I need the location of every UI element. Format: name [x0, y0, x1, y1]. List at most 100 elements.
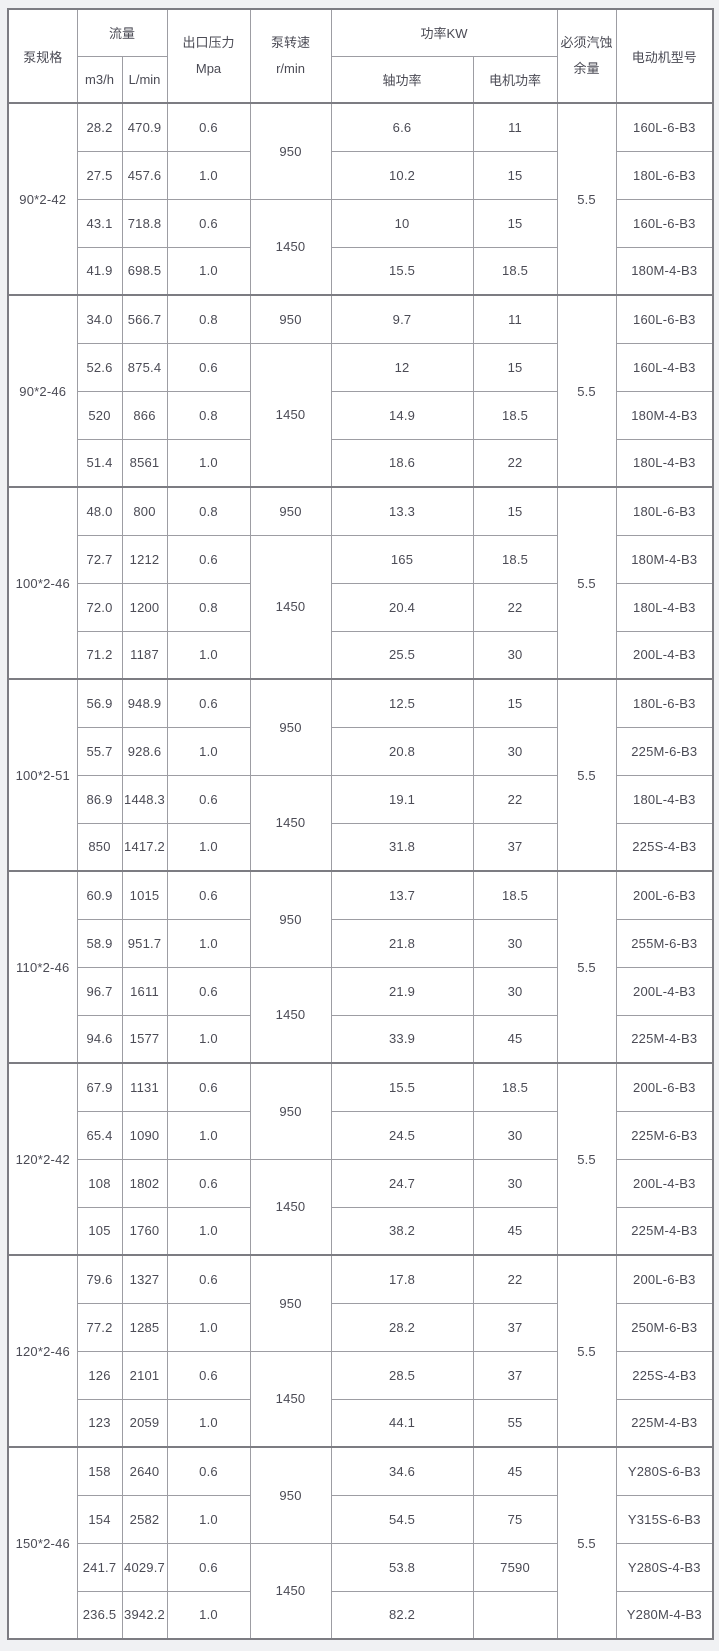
flow-m3h-cell: 55.7: [76, 726, 123, 776]
flow-m3h-cell: 96.7: [76, 966, 123, 1016]
shaft-power-cell: 19.1: [330, 774, 474, 824]
flow-m3h-cell: 236.5: [76, 1590, 123, 1640]
motor-model-cell: 200L-6-B3: [615, 1254, 714, 1304]
flow-m3h-cell: 77.2: [76, 1302, 123, 1352]
motor-model-cell: 180L-4-B3: [615, 582, 714, 632]
motor-power-cell: 30: [472, 630, 558, 680]
flow-lmin-cell: 3942.2: [121, 1590, 168, 1640]
spec-row: 51.4 8561 1.0 18.6 22 180L-4-B3: [8, 438, 714, 488]
outlet-pressure-cell: 0.6: [166, 966, 251, 1016]
flow-lmin-cell: 1090: [121, 1110, 168, 1160]
outlet-pressure-cell: 0.8: [166, 486, 251, 536]
outlet-pressure-cell: 0.6: [166, 870, 251, 920]
flow-lmin-cell: 928.6: [121, 726, 168, 776]
flow-m3h-cell: 126: [76, 1350, 123, 1400]
flow-m3h-cell: 60.9: [76, 870, 123, 920]
outlet-pressure-cell: 1.0: [166, 1014, 251, 1064]
flow-lmin-cell: 698.5: [121, 246, 168, 296]
motor-power-cell: 15: [472, 486, 558, 536]
spec-row: 41.9 698.5 1.0 15.5 18.5 180M-4-B3: [8, 246, 714, 296]
motor-power-cell: 30: [472, 918, 558, 968]
pump-spec-cell: 150*2-46: [7, 1446, 78, 1640]
flow-m3h-cell: 48.0: [76, 486, 123, 536]
shaft-power-cell: 15.5: [330, 246, 474, 296]
spec-row: 96.7 1611 0.6 1450 21.9 30 200L-4-B3: [8, 966, 714, 1064]
flow-m3h-cell: 105: [76, 1206, 123, 1256]
flow-m3h-cell: 28.2: [76, 102, 123, 152]
outlet-pressure-cell: 1.0: [166, 1110, 251, 1160]
flow-lmin-cell: 1187: [121, 630, 168, 680]
shaft-power-cell: 38.2: [330, 1206, 474, 1256]
motor-model-cell: 160L-6-B3: [615, 294, 714, 344]
shaft-power-cell: 25.5: [330, 630, 474, 680]
outlet-pressure-cell: 0.6: [166, 774, 251, 824]
shaft-power-cell: 33.9: [330, 1014, 474, 1064]
motor-power-cell: 22: [472, 582, 558, 632]
flow-m3h-cell: 520: [76, 390, 123, 440]
motor-model-cell: 180L-6-B3: [615, 678, 714, 728]
pump-spec-cell: 100*2-51: [7, 678, 78, 872]
flow-m3h-cell: 241.7: [76, 1542, 123, 1592]
shaft-power-cell: 44.1: [330, 1398, 474, 1448]
outlet-pressure-cell: 0.6: [166, 534, 251, 584]
motor-model-cell: 255M-6-B3: [615, 918, 714, 968]
pump-spec-cell: 110*2-46: [7, 870, 78, 1064]
shaft-power-cell: 24.7: [330, 1158, 474, 1208]
flow-lmin-cell: 1760: [121, 1206, 168, 1256]
pump-spec-cell: 120*2-42: [7, 1062, 78, 1256]
motor-power-cell: 22: [472, 1254, 558, 1304]
header-row-2: m3/h L/min 轴功率 电机功率: [8, 55, 713, 104]
flow-m3h-cell: 850: [76, 822, 123, 872]
shaft-power-cell: 9.7: [330, 294, 474, 344]
flow-lmin-cell: 2101: [121, 1350, 168, 1400]
flow-lmin-cell: 1212: [121, 534, 168, 584]
header-outlet-pressure-label: 出口压力: [182, 35, 235, 50]
spec-row: 110*2-46 60.9 1015 0.6 950 13.7 18.5 5.5 200L-6-…: [7, 870, 714, 1064]
motor-power-cell: 30: [472, 726, 558, 776]
pump-speed-cell: 1450: [249, 966, 332, 1064]
outlet-pressure-cell: 0.6: [166, 1158, 251, 1208]
npsh-cell: 5.5: [556, 294, 617, 488]
outlet-pressure-cell: 1.0: [166, 1206, 251, 1256]
motor-power-cell: 75: [472, 1494, 558, 1544]
spec-row: 120*2-42 67.9 1131 0.6 950 15.5 18.5 5.5 200L-6-…: [7, 1062, 714, 1256]
flow-m3h-cell: 41.9: [76, 246, 123, 296]
pump-spec-cell: 90*2-46: [7, 294, 78, 488]
shaft-power-cell: 10.2: [330, 150, 474, 200]
pump-speed-cell: 1450: [249, 1158, 332, 1256]
motor-power-cell: 18.5: [472, 390, 558, 440]
shaft-power-cell: 21.9: [330, 966, 474, 1016]
pump-spec-cell: 90*2-42: [7, 102, 78, 296]
spec-row: 108 1802 0.6 1450 24.7 30 200L-4-B3: [8, 1158, 714, 1256]
flow-m3h-cell: 34.0: [76, 294, 123, 344]
motor-power-cell: 11: [472, 294, 558, 344]
outlet-pressure-cell: 1.0: [166, 726, 251, 776]
flow-lmin-cell: 1327: [121, 1254, 168, 1304]
header-pump-speed: 泵转速 r/min: [249, 8, 332, 104]
motor-power-cell: 45: [472, 1206, 558, 1256]
pump-speed-cell: 950: [249, 870, 332, 968]
motor-model-cell: 180L-4-B3: [615, 438, 714, 488]
spec-row: 27.5 457.6 1.0 10.2 15 180L-6-B3: [8, 150, 714, 200]
motor-power-cell: 37: [472, 1350, 558, 1400]
npsh-cell: 5.5: [556, 486, 617, 680]
spec-row: 520 866 0.8 14.9 18.5 180M-4-B3: [8, 390, 714, 440]
header-outlet-pressure-unit: Mpa: [195, 61, 222, 76]
pump-spec-cell: 120*2-46: [7, 1254, 78, 1448]
motor-power-cell: 22: [472, 774, 558, 824]
outlet-pressure-cell: 0.8: [166, 390, 251, 440]
pump-spec-cell: 100*2-46: [7, 486, 78, 680]
shaft-power-cell: 12.5: [330, 678, 474, 728]
flow-lmin-cell: 1417.2: [121, 822, 168, 872]
motor-model-cell: 225M-4-B3: [615, 1398, 714, 1448]
spec-row: 71.2 1187 1.0 25.5 30 200L-4-B3: [8, 630, 714, 680]
motor-power-cell: 15: [472, 150, 558, 200]
spec-row: 100*2-46 48.0 800 0.8 950 13.3 15 5.5 180L-6-B3: [7, 486, 714, 680]
outlet-pressure-cell: 0.6: [166, 678, 251, 728]
outlet-pressure-cell: 1.0: [166, 1590, 251, 1640]
flow-lmin-cell: 2059: [121, 1398, 168, 1448]
motor-power-cell: 55: [472, 1398, 558, 1448]
motor-model-cell: 200L-6-B3: [615, 870, 714, 920]
motor-power-cell: 30: [472, 966, 558, 1016]
